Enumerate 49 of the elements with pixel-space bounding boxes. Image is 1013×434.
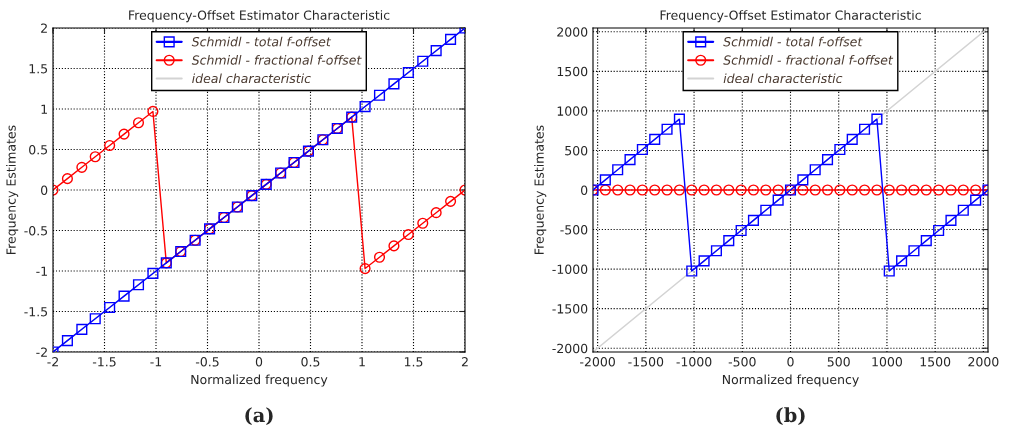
legend-label: Schmidl - total f-offset	[191, 36, 332, 47]
x-tick-label: -1500	[628, 357, 664, 367]
legend-label: Schmidl - total f-offset	[723, 36, 863, 47]
y-tick-label: 1500	[557, 66, 588, 77]
y-tick-label: 2000	[557, 27, 588, 37]
x-tick-label: 0	[787, 357, 794, 367]
y-tick-label: -1500	[552, 304, 588, 314]
chart-title: Frequency-Offset Estimator Characteristic	[129, 10, 390, 23]
y-tick-label: -1.5	[24, 307, 48, 317]
y-tick-label: -2000	[552, 343, 588, 354]
legend-label: ideal characteristic	[192, 73, 311, 84]
x-tick-label: -1000	[676, 357, 712, 367]
y-tick-label: 1000	[557, 106, 588, 116]
x-tick-label: 0.5	[301, 357, 320, 367]
x-tick-label: -1	[150, 357, 162, 367]
x-tick-label: -500	[728, 357, 756, 367]
legend-label: ideal characteristic	[723, 73, 843, 84]
text: (a)	[245, 407, 273, 426]
y-tick-label: 2	[41, 23, 47, 33]
x-tick-label: 2	[461, 357, 468, 367]
y-axis-title: Frequency Estimates	[534, 125, 547, 254]
x-tick-label: 2000	[968, 357, 999, 367]
y-tick-label: 1	[41, 104, 47, 114]
x-tick-label: 1500	[920, 357, 951, 367]
legend-label: Schmidl - fractional f-offset	[723, 55, 894, 65]
y-tick-label: 0	[41, 185, 48, 195]
x-tick-label: 1	[359, 357, 365, 367]
x-tick-label: -1.5	[92, 357, 116, 367]
x-tick-label: 1000	[872, 357, 903, 367]
text: (b)	[776, 407, 805, 426]
x-tick-label: -0.5	[195, 357, 219, 367]
x-tick-label: 500	[827, 357, 850, 367]
y-tick-label: 1.5	[29, 64, 48, 74]
y-tick-label: -2	[36, 347, 47, 357]
x-tick-label: 1.5	[404, 357, 423, 367]
x-axis-title: Normalized frequency	[191, 374, 328, 387]
y-tick-label: -1	[36, 266, 47, 276]
y-axis-title: Frequency Estimates	[6, 125, 19, 254]
y-tick-label: -1000	[552, 264, 588, 275]
x-tick-label: 0	[255, 357, 263, 367]
y-tick-label: 0.5	[29, 144, 48, 155]
y-tick-label: 500	[565, 145, 588, 156]
y-tick-label: -0.5	[24, 225, 48, 236]
x-axis-title: Normalized frequency	[722, 374, 859, 387]
chart-title: Frequency-Offset Estimator Characteristic	[660, 10, 921, 23]
y-tick-label: -500	[560, 225, 588, 235]
y-tick-label: 0	[581, 185, 588, 195]
x-tick-label: -2000	[580, 357, 615, 367]
legend-label: Schmidl - fractional f-offset	[191, 55, 362, 65]
